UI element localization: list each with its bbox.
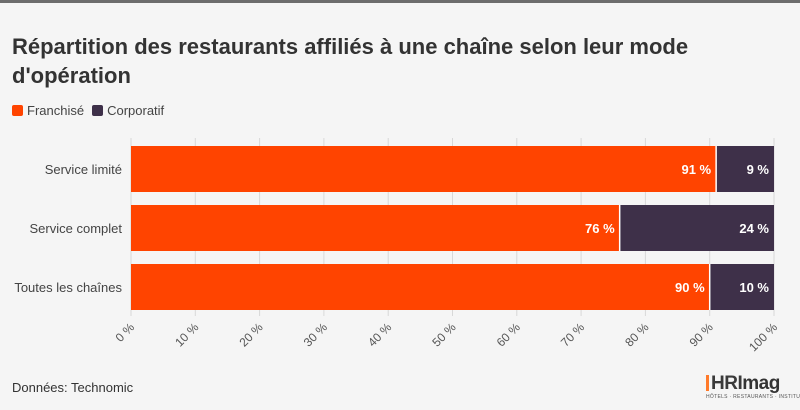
legend-item-corporatif: Corporatif (92, 103, 164, 118)
x-tick-label-50: 50 % (429, 320, 458, 349)
data-label-franchis-2: 90 % (675, 280, 705, 295)
logo-main-text: HRI (711, 373, 743, 394)
x-tick-label-100: 100 % (746, 320, 780, 354)
data-label-corporatif-0: 9 % (747, 162, 770, 177)
x-tick-label-0: 0 % (113, 320, 138, 345)
logo-tagline: HÔTELS · RESTAURANTS · INSTITUTIONS (706, 394, 800, 400)
x-tick-label-20: 20 % (236, 320, 265, 349)
x-tick-label-30: 30 % (301, 320, 330, 349)
bar-corporatif-1 (619, 205, 774, 251)
data-label-corporatif-1: 24 % (739, 221, 769, 236)
x-tick-label-10: 10 % (172, 320, 201, 349)
bar-corporatif-2 (709, 264, 774, 310)
data-label-franchis-1: 76 % (585, 221, 615, 236)
data-label-franchis-0: 91 % (681, 162, 711, 177)
bar-franchis-2 (131, 264, 710, 310)
bar-franchis-0 (131, 146, 717, 192)
legend: Franchisé Corporatif (12, 103, 172, 118)
x-tick-label-40: 40 % (365, 320, 394, 349)
category-label-1: Service complet (30, 221, 123, 236)
data-label-corporatif-2: 10 % (739, 280, 769, 295)
category-label-2: Toutes les chaînes (14, 280, 122, 295)
source-note: Données: Technomic (12, 380, 134, 395)
category-label-0: Service limité (45, 162, 122, 177)
x-tick-label-60: 60 % (494, 320, 523, 349)
legend-swatch-franchise (12, 105, 23, 116)
bar-corporatif-0 (716, 146, 774, 192)
chart-title: Répartition des restaurants affiliés à u… (12, 34, 689, 88)
x-tick-label-70: 70 % (558, 320, 587, 349)
legend-label-corporatif: Corporatif (107, 103, 165, 118)
legend-label-franchise: Franchisé (27, 103, 85, 118)
x-tick-label-90: 90 % (687, 320, 716, 349)
bar-franchis-1 (131, 205, 620, 251)
hrimag-logo: HRImag HÔTELS · RESTAURANTS · INSTITUTIO… (706, 373, 800, 400)
stacked-bar-chart: 91 % 9 % Service limité 76 % 24 % Service com… (14, 138, 780, 354)
x-tick-label-80: 80 % (622, 320, 651, 349)
top-border (0, 0, 800, 3)
legend-swatch-corporatif (92, 105, 104, 116)
logo-suffix-text: mag (742, 373, 780, 394)
legend-item-franchise: Franchisé (12, 103, 84, 118)
